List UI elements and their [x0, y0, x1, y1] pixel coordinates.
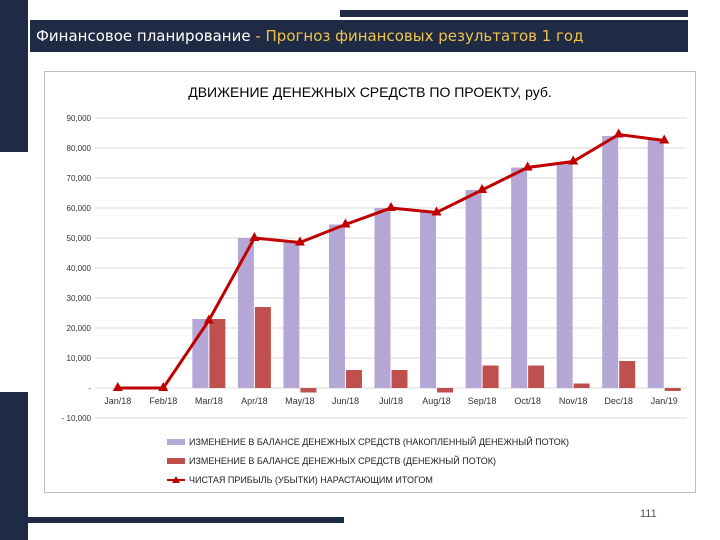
y-tick-label: 20,000 [67, 324, 92, 333]
y-tick-label: - 10,000 [62, 414, 92, 423]
legend-swatch-profit [167, 475, 185, 484]
bar-monthly [619, 361, 636, 388]
page-number: 111 [640, 508, 657, 520]
x-tick-label: Nov/18 [559, 396, 588, 406]
y-tick-label: 10,000 [67, 354, 92, 363]
chart-title: ДВИЖЕНИЕ ДЕНЕЖНЫХ СРЕДСТВ ПО ПРОЕКТУ, ру… [188, 84, 552, 100]
profit-point [386, 202, 396, 211]
slide-header: Финансовое планирование - Прогноз финанс… [30, 20, 688, 52]
bar-cumulative [374, 208, 391, 388]
x-tick-label: May/18 [285, 396, 315, 406]
chart-container: ДВИЖЕНИЕ ДЕНЕЖНЫХ СРЕДСТВ ПО ПРОЕКТУ, ру… [44, 71, 696, 493]
profit-point [477, 184, 488, 193]
x-tick-label: Apr/18 [241, 396, 268, 406]
left-accent-bar-bottom [0, 392, 28, 540]
legend-swatch-cumulative [167, 438, 185, 445]
bar-cumulative [465, 190, 482, 388]
legend-label-cumulative: ИЗМЕНЕНИЕ В БАЛАНСЕ ДЕНЕЖНЫХ СРЕДСТВ (НА… [189, 436, 569, 447]
y-tick-label: 40,000 [67, 264, 92, 273]
legend-item-profit: ЧИСТАЯ ПРИБЫЛЬ (УБЫТКИ) НАРАСТАЮЩИМ ИТОГ… [167, 470, 569, 489]
bar-cumulative [420, 212, 437, 388]
top-accent-line [340, 10, 688, 17]
chart-plot: - 10,000 - 10,000 20,000 30,000 40,000 50,000 6… [62, 114, 687, 423]
bar-cumulative [511, 167, 528, 388]
x-tick-label: Oct/18 [514, 396, 541, 406]
footer-accent-line [28, 517, 344, 523]
legend-label-profit: ЧИСТАЯ ПРИБЫЛЬ (УБЫТКИ) НАРАСТАЮЩИМ ИТОГ… [189, 474, 433, 485]
profit-point [613, 128, 624, 138]
legend-item-cumulative: ИЗМЕНЕНИЕ В БАЛАНСЕ ДЕНЕЖНЫХ СРЕДСТВ (НА… [167, 432, 569, 451]
bar-monthly [391, 370, 408, 388]
bar-cumulative [283, 242, 300, 388]
y-tick-label: 90,000 [67, 114, 92, 123]
profit-point [294, 236, 305, 246]
y-tick-label: 80,000 [67, 144, 92, 153]
x-tick-label: Aug/18 [422, 396, 451, 406]
left-accent-bar-top [0, 0, 28, 152]
bar-cumulative [328, 224, 345, 388]
slide-title-sub: - Прогноз финансовых результатов 1 год [250, 27, 584, 45]
x-tick-label: Jul/18 [379, 396, 403, 406]
bar-cumulative [237, 238, 254, 388]
chart-legend: ИЗМЕНЕНИЕ В БАЛАНСЕ ДЕНЕЖНЫХ СРЕДСТВ (НА… [167, 432, 569, 489]
bar-monthly [482, 365, 499, 388]
profit-point [249, 232, 260, 241]
bar-monthly [573, 383, 590, 388]
y-tick-label: - [88, 384, 91, 393]
y-tick-label: 50,000 [67, 234, 92, 243]
x-tick-label: Sep/18 [468, 396, 497, 406]
profit-point [431, 206, 442, 216]
legend-item-monthly: ИЗМЕНЕНИЕ В БАЛАНСЕ ДЕНЕЖНЫХ СРЕДСТВ (ДЕ… [167, 451, 569, 470]
bar-monthly [437, 388, 454, 393]
bar-monthly [664, 388, 681, 391]
legend-label-monthly: ИЗМЕНЕНИЕ В БАЛАНСЕ ДЕНЕЖНЫХ СРЕДСТВ (ДЕ… [189, 455, 497, 466]
bar-cumulative [192, 319, 209, 388]
x-tick-label: Jan/19 [651, 396, 678, 406]
slide-title-main: Финансовое планирование [36, 27, 251, 45]
bar-monthly [209, 319, 226, 388]
profit-point [568, 155, 579, 165]
bar-monthly [300, 388, 317, 393]
x-tick-label: Feb/18 [149, 396, 177, 406]
x-tick-label: Jan/18 [104, 396, 131, 406]
legend-swatch-monthly [167, 457, 185, 464]
profit-point [112, 382, 123, 391]
bar-monthly [254, 307, 271, 388]
y-tick-label: 60,000 [67, 204, 92, 213]
x-tick-label: Mar/18 [195, 396, 223, 406]
x-tick-label: Jun/18 [332, 396, 359, 406]
profit-point [659, 134, 670, 144]
y-tick-label: 30,000 [67, 294, 92, 303]
bar-cumulative [647, 139, 664, 388]
bar-cumulative [602, 136, 619, 388]
bar-cumulative [556, 163, 573, 388]
slide-title: Финансовое планирование - Прогноз финанс… [36, 27, 583, 45]
x-tick-label: Dec/18 [604, 396, 633, 406]
bar-monthly [345, 370, 362, 388]
bar-monthly [528, 365, 545, 388]
y-tick-label: 70,000 [67, 174, 92, 183]
profit-point [158, 382, 169, 391]
profit-point [522, 161, 533, 171]
profit-point [340, 218, 351, 228]
profit-point [203, 314, 214, 324]
